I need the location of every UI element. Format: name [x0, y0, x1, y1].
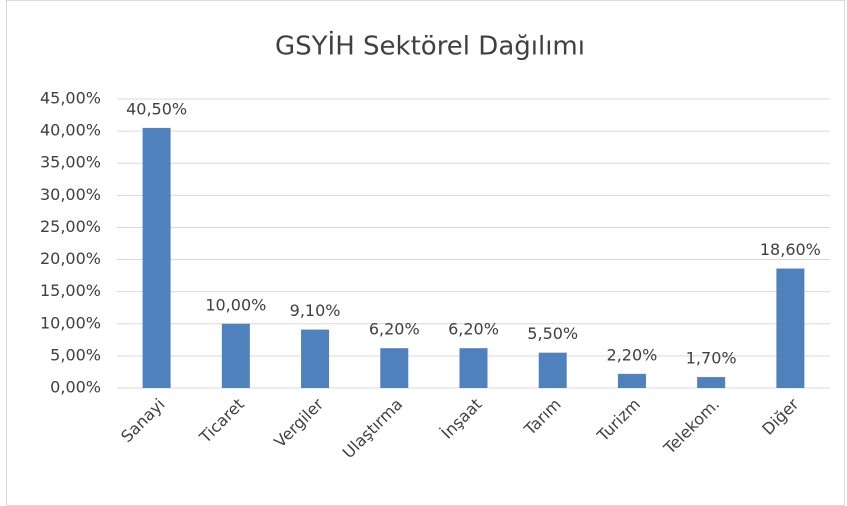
- y-tick-label: 15,00%: [40, 281, 101, 300]
- value-label: 10,00%: [205, 295, 266, 314]
- value-label: 18,60%: [760, 240, 821, 259]
- bar: [221, 323, 250, 388]
- y-tick-label: 0,00%: [50, 378, 101, 397]
- bar: [617, 373, 646, 388]
- bar: [380, 348, 409, 388]
- y-tick-label: 20,00%: [40, 249, 101, 268]
- bar: [301, 329, 330, 388]
- y-tick-label: 30,00%: [40, 185, 101, 204]
- y-tick-label: 40,00%: [40, 121, 101, 140]
- value-label: 1,70%: [686, 349, 737, 368]
- y-tick-label: 10,00%: [40, 313, 101, 332]
- y-tick-label: 35,00%: [40, 153, 101, 172]
- value-label: 40,50%: [126, 99, 187, 118]
- bar: [459, 348, 488, 388]
- bar: [142, 127, 171, 389]
- y-tick-label: 45,00%: [40, 89, 101, 108]
- bar: [538, 352, 567, 388]
- value-label: 6,20%: [448, 320, 499, 339]
- y-tick-label: 5,00%: [50, 345, 101, 364]
- value-label: 5,50%: [527, 324, 578, 343]
- bar: [697, 377, 726, 388]
- chart-title: GSYİH Sektörel Dağılımı: [275, 30, 585, 62]
- bar: [776, 268, 805, 388]
- value-label: 2,20%: [607, 345, 658, 364]
- value-label: 6,20%: [369, 320, 420, 339]
- value-label: 9,10%: [290, 301, 341, 320]
- y-tick-label: 25,00%: [40, 217, 101, 236]
